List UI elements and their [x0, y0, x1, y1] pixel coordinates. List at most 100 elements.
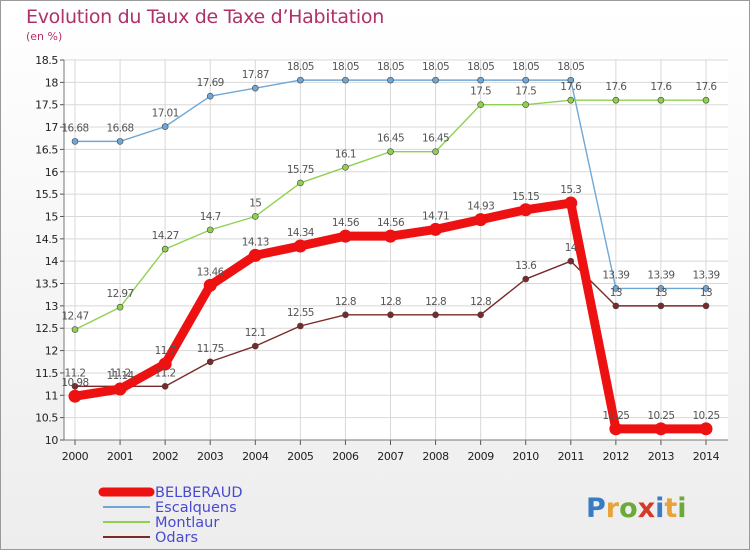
- y-tick-label: 18: [45, 76, 59, 89]
- data-point: [477, 101, 484, 109]
- data-point: [657, 285, 665, 292]
- y-tick-label: 11: [45, 389, 58, 402]
- chart-subtitle: (en %): [26, 30, 63, 43]
- series-lines: [68, 76, 713, 436]
- x-tick-label: 2002: [152, 450, 178, 463]
- x-tick-label: 2001: [107, 450, 133, 463]
- data-label: 14.71: [422, 210, 449, 222]
- y-tick-label: 13.5: [35, 278, 58, 291]
- x-tick-label: 2012: [603, 450, 629, 463]
- data-point: [338, 229, 352, 243]
- data-label: 18.05: [332, 61, 359, 73]
- data-point: [68, 389, 82, 403]
- chart-title: Evolution du Taux de Taxe d’Habitation: [26, 6, 384, 28]
- data-point: [297, 322, 304, 330]
- x-tick-label: 2014: [693, 450, 720, 463]
- data-point: [116, 138, 124, 145]
- data-label: 17.6: [605, 81, 627, 93]
- data-point: [384, 229, 397, 243]
- data-label: 13.39: [647, 269, 674, 281]
- data-label: 18.05: [512, 61, 539, 73]
- data-label: 15: [249, 197, 261, 209]
- data-label: 10.25: [602, 410, 629, 422]
- data-label: 12.47: [61, 311, 88, 323]
- data-point: [699, 422, 713, 436]
- x-tick-label: 2009: [467, 450, 494, 463]
- x-tick-label: 2007: [377, 450, 404, 463]
- data-point: [342, 76, 349, 84]
- y-tick-label: 12: [45, 345, 58, 358]
- data-label: 12.8: [470, 296, 491, 308]
- y-tick-label: 17: [45, 121, 59, 134]
- data-point: [612, 96, 620, 104]
- data-point: [612, 285, 620, 292]
- data-label: 16.45: [422, 133, 449, 145]
- proxiti-logo: Proxiti: [586, 493, 687, 524]
- data-point: [248, 248, 262, 262]
- data-label: 14.34: [287, 227, 315, 239]
- x-tick-label: 2013: [648, 450, 675, 463]
- y-tick-label: 16.5: [35, 143, 58, 156]
- data-point: [702, 96, 710, 104]
- data-point: [161, 123, 169, 130]
- data-point: [477, 76, 484, 84]
- data-label: 16.68: [107, 122, 134, 134]
- data-point: [71, 138, 79, 145]
- data-point: [432, 148, 439, 155]
- data-label: 12.8: [335, 296, 356, 308]
- data-label: 17.6: [560, 81, 582, 93]
- data-label: 11.2: [110, 367, 131, 379]
- series-belberaud: [68, 196, 713, 436]
- y-tick-label: 16: [45, 166, 59, 179]
- x-tick-label: 2005: [287, 450, 314, 463]
- y-tick-label: 17.5: [35, 99, 58, 112]
- data-point: [564, 196, 578, 210]
- data-label: 12.55: [287, 307, 314, 319]
- data-point: [342, 311, 349, 319]
- data-label: 12.1: [245, 327, 266, 339]
- data-label: 11.75: [197, 343, 224, 355]
- data-point: [161, 383, 169, 390]
- data-point: [161, 245, 169, 253]
- data-point: [522, 275, 530, 283]
- data-point: [567, 96, 575, 104]
- data-label: 12.8: [425, 296, 446, 308]
- data-label: 12.8: [380, 296, 401, 308]
- data-label: 13.39: [602, 269, 629, 281]
- data-label: 11.7: [155, 345, 176, 357]
- data-point: [71, 326, 79, 333]
- data-label: 13: [700, 287, 712, 299]
- data-point: [477, 311, 484, 319]
- data-label: 18.05: [377, 61, 404, 73]
- y-tick-label: 15.5: [35, 188, 58, 201]
- data-point: [206, 92, 214, 100]
- data-point: [567, 257, 575, 265]
- data-point: [297, 76, 304, 84]
- data-label: 14.7: [200, 211, 221, 223]
- data-point: [657, 96, 665, 104]
- data-point: [519, 203, 533, 217]
- data-labels: 10.98 11.14 11.7 13.46 14.13 14.34 14.56 14.56 1…: [61, 61, 720, 422]
- y-tick-label: 15: [45, 210, 59, 223]
- data-label: 17.69: [197, 77, 224, 89]
- x-tick-label: 2004: [242, 450, 269, 463]
- y-tick-label: 11.5: [35, 367, 58, 380]
- data-point: [387, 76, 394, 84]
- data-point: [251, 84, 259, 92]
- legend-label: BELBERAUD: [155, 485, 242, 501]
- data-label: 11.14: [107, 370, 135, 382]
- data-point: [293, 239, 307, 253]
- data-label: 13: [655, 287, 667, 299]
- data-point: [657, 302, 665, 310]
- data-point: [342, 163, 349, 171]
- data-label: 10.25: [692, 410, 719, 422]
- data-label: 13.39: [692, 269, 719, 281]
- data-point: [387, 311, 394, 319]
- data-point: [206, 358, 214, 366]
- data-point: [474, 213, 488, 227]
- data-point: [116, 303, 124, 311]
- x-tick-label: 2011: [558, 450, 584, 463]
- data-label: 16.45: [377, 133, 404, 145]
- data-label: 18.05: [422, 61, 449, 73]
